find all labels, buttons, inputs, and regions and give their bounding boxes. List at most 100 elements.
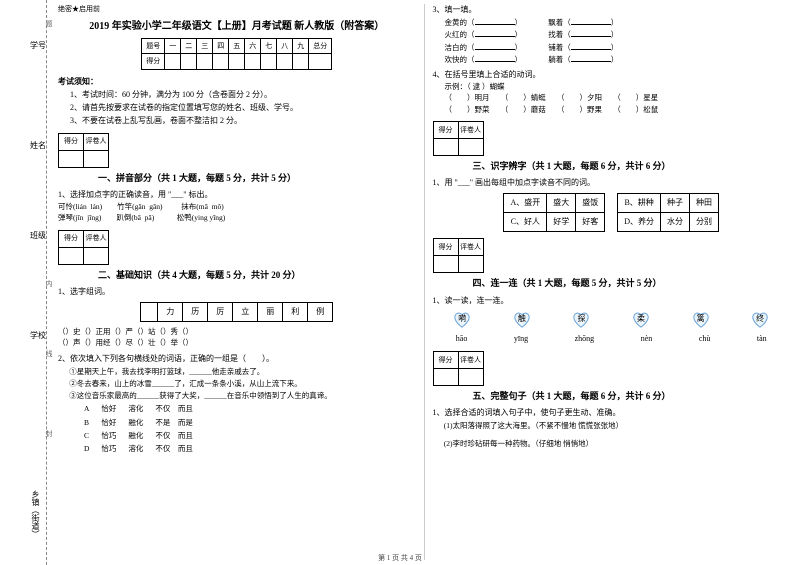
s5-score: 得分	[433, 351, 458, 368]
char-cell	[141, 303, 158, 322]
sidebar-school: 学校	[30, 330, 46, 341]
opt-cell: 融化	[122, 429, 149, 442]
q3-line: 火红的（） 找着（）	[445, 28, 791, 40]
opt-cell: A	[78, 402, 95, 415]
s2-q3: 3、填一填。	[433, 4, 791, 16]
heart-icon: 触	[511, 311, 533, 329]
pinyin-label: tàn	[757, 333, 767, 345]
right-column: 3、填一填。 金黄的（） 飘着（）火红的（） 找着（）洁白的（） 铺着（）欢快的…	[427, 4, 797, 560]
notice-title: 考试须知：	[58, 76, 416, 88]
char-cell: 例	[308, 303, 333, 322]
opt-cell: 不仅 而且	[149, 402, 199, 415]
s4-score-box: 得分评卷人	[433, 238, 484, 273]
char-cell: 历	[183, 303, 208, 322]
word-cell: D、养分	[618, 213, 661, 232]
heart-icon: 嗬	[451, 311, 473, 329]
s2-q2-l3: ③这位音乐家最高的______获得了大奖，______在音乐中领悟到了人生的真谛…	[58, 390, 416, 401]
pinyin-label: zhōng	[575, 333, 595, 345]
score-col: 四	[213, 38, 229, 54]
word-cell: 种子	[661, 194, 690, 213]
word-cell: 种田	[690, 194, 719, 213]
score-cell	[229, 54, 245, 70]
notice-3: 3、不要在试卷上乱写乱画，卷面不整洁扣 2 分。	[58, 115, 416, 127]
opt-cell: 溶化	[122, 402, 149, 415]
opt-cell: C	[78, 429, 95, 442]
s3-title: 三、识字辨字（共 1 大题，每题 6 分，共计 6 分）	[473, 160, 791, 174]
score-cell	[261, 54, 277, 70]
q3-line: 金黄的（） 飘着（）	[445, 16, 791, 28]
s1-grader: 评卷人	[84, 133, 109, 150]
column-divider	[424, 4, 425, 560]
heart-icon: 探	[570, 311, 592, 329]
s1-q: 1、选择加点字的正确读音，用 "___" 标出。	[58, 189, 416, 201]
char-cell: 厉	[208, 303, 233, 322]
s4-grader: 评卷人	[458, 239, 483, 256]
s1-title: 一、拼音部分（共 1 大题，每题 5 分，共计 5 分）	[98, 172, 416, 186]
score-cell	[165, 54, 181, 70]
s2-score: 得分	[59, 230, 84, 247]
heart-icon: 终	[749, 311, 771, 329]
opt-cell: 不仅 而且	[149, 442, 199, 455]
opt-cell: 恰巧	[95, 429, 122, 442]
char-cell: 丽	[258, 303, 283, 322]
notice-2: 2、请首先按要求在试卷的指定位置填写您的姓名、班级、学号。	[58, 102, 416, 114]
s2-q4: 4、在括号里填上合适的动词。	[433, 69, 791, 81]
s1-score: 得分	[59, 133, 84, 150]
q4-line: （ ）明月 （ ）蜻蜓 （ ）夕阳 （ ）星星	[445, 92, 791, 103]
score-col: 一	[165, 38, 181, 54]
score-col: 题号	[142, 38, 165, 54]
score-col: 总分	[309, 38, 332, 54]
heart-icon: 柔	[630, 311, 652, 329]
s4-q: 1、读一读，连一连。	[433, 295, 791, 307]
heart-icon: 篱	[690, 311, 712, 329]
word-cell: 盛大	[547, 194, 576, 213]
s5-q2: (2)李时珍砧研每一种药物。（仔细地 悄悄地）	[433, 438, 791, 449]
word-cell: 水分	[661, 213, 690, 232]
score-cell	[293, 54, 309, 70]
page-footer: 第 1 页 共 4 页	[0, 553, 800, 563]
s2-grader: 评卷人	[84, 230, 109, 247]
opt-cell: 恰好	[95, 416, 122, 429]
char-cell: 利	[283, 303, 308, 322]
score-col: 五	[229, 38, 245, 54]
sidebar-class: 班级	[30, 230, 46, 241]
s3-word-table: A、盛开盛大盛饭B、耕种种子种田C、好人好学好客D、养分水分分别	[503, 193, 719, 232]
pinyin-row: hāo yīng zhōng nèn chù tàn	[433, 333, 791, 345]
sidebar-town: 乡镇（街道）	[30, 490, 41, 538]
s2-q4-ex: 示例：（ 逮 ）蝴蝶	[445, 81, 791, 92]
opt-cell: 融化	[122, 416, 149, 429]
s2-title: 二、基础知识（共 4 大题，每题 5 分，共计 20 分）	[98, 269, 416, 283]
char-cell: 力	[158, 303, 183, 322]
s3-q: 1、用 "___" 画出每组中加点字读音不同的词。	[433, 177, 791, 189]
score-cell	[245, 54, 261, 70]
opt-cell: B	[78, 416, 95, 429]
word-cell	[605, 213, 618, 232]
s3-score-box: 得分评卷人	[433, 121, 484, 156]
pinyin-label: hāo	[456, 333, 468, 345]
char-select-table: 力历厉立丽利例	[140, 302, 333, 322]
word-cell: A、盛开	[504, 194, 547, 213]
score-row-label: 得分	[142, 54, 165, 70]
left-column: 绝密★启用前 2019 年实验小学二年级语文【上册】月考试题 新人教版（附答案）…	[52, 4, 422, 560]
s4-title: 四、连一连（共 1 大题，每题 5 分，共计 5 分）	[473, 277, 791, 291]
opt-cell: 不是 而是	[149, 416, 199, 429]
hearts-row: 嗬触探柔篱终	[433, 311, 791, 329]
fold-line	[46, 0, 47, 565]
score-col: 三	[197, 38, 213, 54]
word-cell: B、耕种	[618, 194, 661, 213]
pinyin-label: chù	[699, 333, 711, 345]
char-cell: 立	[233, 303, 258, 322]
pinyin-label: nèn	[641, 333, 653, 345]
word-cell: 分别	[690, 213, 719, 232]
secret-label: 绝密★启用前	[58, 4, 416, 15]
word-cell: 盛饭	[576, 194, 605, 213]
s2-q2-l2: ②冬去春来，山上的冰雪______了，汇成一条条小溪，从山上流下来。	[58, 378, 416, 389]
word-cell	[605, 194, 618, 213]
s5-title: 五、完整句子（共 1 大题，每题 6 分，共计 6 分）	[473, 390, 791, 404]
s5-grader: 评卷人	[458, 351, 483, 368]
pinyin-label: yīng	[514, 333, 528, 345]
score-col: 七	[261, 38, 277, 54]
score-summary-table: 题号一二三四五六七八九总分 得分	[141, 38, 332, 70]
score-col: 八	[277, 38, 293, 54]
score-cell	[197, 54, 213, 70]
